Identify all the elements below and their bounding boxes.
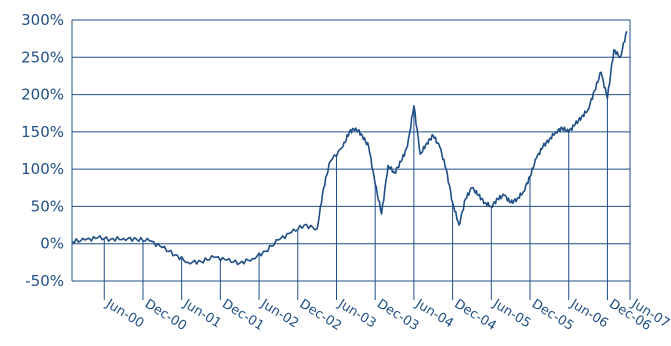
y-tick-label: 300% (21, 11, 64, 29)
grid-lines (71, 19, 631, 282)
x-tick-label: Jun-02 (257, 296, 301, 331)
x-tick-label: Jun-00 (102, 296, 146, 331)
y-axis-tick-labels: 300% 250% 200% 150% 100% 50% 0% -50% (21, 11, 64, 290)
x-tick-label: Jun-06 (567, 296, 611, 331)
x-tick-label: Dec-04 (451, 297, 498, 334)
x-tick-label: Dec-03 (374, 297, 421, 334)
x-tick-label: Jun-05 (489, 296, 533, 331)
y-tick-label: 100% (21, 160, 64, 178)
x-tick-drop-lines (103, 20, 631, 300)
y-tick-label: 250% (21, 48, 64, 66)
y-tick-label: 50% (31, 197, 64, 215)
y-tick-label: 200% (21, 86, 64, 104)
x-tick-label: Dec-00 (142, 297, 189, 334)
x-tick-label: Jun-01 (180, 296, 224, 331)
y-tick-label: 0% (40, 235, 64, 253)
y-tick-label: -50% (25, 272, 64, 290)
y-tick-label: 150% (21, 123, 64, 141)
x-axis-tick-labels: Jun-00Dec-00Jun-01Dec-01Jun-02Dec-02Jun-… (102, 296, 671, 334)
series-line (71, 30, 628, 266)
x-tick-label: Jun-03 (335, 296, 379, 331)
x-tick-label: Dec-02 (297, 297, 344, 334)
x-tick-label: Jun-04 (412, 296, 456, 331)
x-tick-label: Dec-05 (529, 297, 576, 334)
x-tick-label: Dec-01 (219, 297, 266, 334)
